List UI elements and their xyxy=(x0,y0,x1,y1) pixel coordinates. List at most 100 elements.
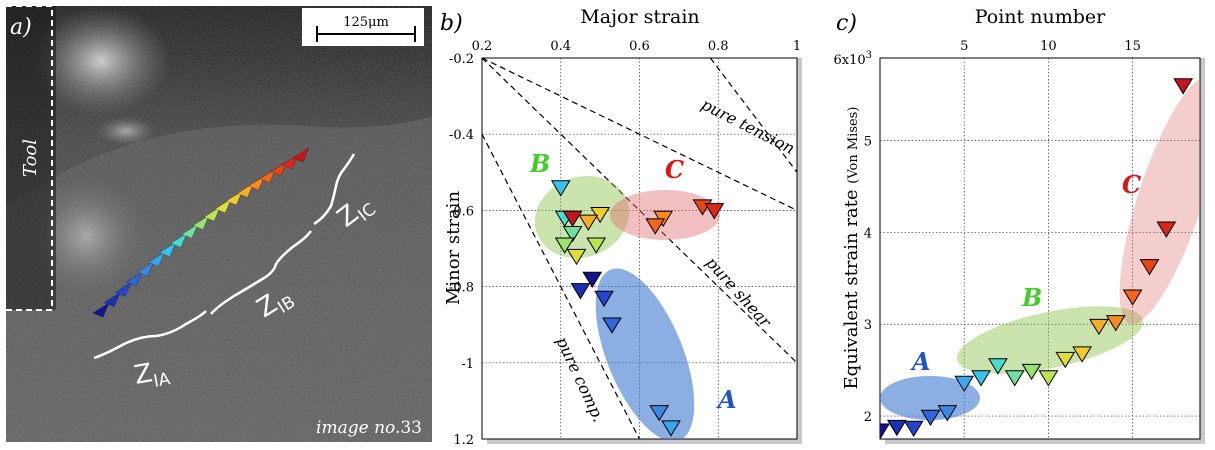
panel-c: 5 10 15 2 3 4 5 6x103 c) Point number Equivale… xyxy=(833,6,1205,444)
strain-point xyxy=(582,271,603,289)
strain-rate-point xyxy=(1004,370,1025,387)
strain-rate-point xyxy=(937,405,958,422)
strain-rate-point xyxy=(1105,315,1126,332)
y-tick-label: 2 xyxy=(864,410,872,425)
strain-rate-tick-labels: 2 3 4 5 6x103 xyxy=(833,50,872,425)
group-labels-b: A B C xyxy=(529,149,737,414)
x-tick-label: 5 xyxy=(960,39,968,54)
strain-rate-point xyxy=(988,358,1008,375)
x-tick-label: 15 xyxy=(1124,39,1141,54)
reference-line xyxy=(482,133,641,439)
image-number-label: image no.33 xyxy=(316,418,422,438)
strain-point xyxy=(562,210,583,228)
tracked-point xyxy=(236,182,255,198)
strain-rate-point xyxy=(1089,318,1109,336)
scale-bar-label: 125μm xyxy=(343,15,389,30)
tracked-point xyxy=(292,147,310,163)
tracked-point xyxy=(214,198,232,214)
y-tick-label: -1 xyxy=(461,357,474,372)
strain-point xyxy=(602,317,622,334)
zone-subscript: IA xyxy=(152,369,172,392)
tracked-point xyxy=(114,281,132,297)
x-tick-label: 10 xyxy=(1040,39,1057,54)
panel-b-label: b) xyxy=(440,11,463,36)
strain-rate-point xyxy=(971,370,991,387)
tracked-point xyxy=(159,241,177,258)
y-tick-label: 5 xyxy=(864,135,872,150)
tracked-point xyxy=(225,190,243,206)
tracked-point xyxy=(147,251,166,267)
strain-point xyxy=(586,237,607,254)
strain-rate-point xyxy=(903,420,924,438)
scale-bar-box xyxy=(302,8,424,46)
tracked-point xyxy=(125,271,143,287)
major-strain-tick-labels: 0.2 0.4 0.6 0.8 1 xyxy=(472,39,801,54)
group-a-region xyxy=(595,268,695,439)
tool-label: Tool xyxy=(20,139,41,177)
group-labels-c: A B C xyxy=(910,170,1141,376)
strain-rate-point xyxy=(886,419,907,437)
tracked-points xyxy=(92,147,310,318)
tracked-point xyxy=(103,291,121,308)
strain-point xyxy=(578,214,599,231)
tracked-point xyxy=(136,261,155,277)
microscope-panel: ZIA ZIB ZIC 125μm a) Tool image no.33 xyxy=(6,6,432,442)
strain-point xyxy=(570,283,591,300)
panel-c-label: c) xyxy=(836,11,857,36)
x-tick-label: 0.6 xyxy=(629,39,650,54)
group-label-b: B xyxy=(1021,283,1042,312)
strain-point xyxy=(649,405,670,422)
group-a-region-c xyxy=(880,376,980,420)
group-label-a: A xyxy=(910,347,931,376)
microscope-image: ZIA ZIB ZIC 125μm a) Tool image no.33 xyxy=(6,6,432,442)
x-tick-label: 0.4 xyxy=(550,39,571,54)
strain-point xyxy=(645,218,666,235)
tracked-point xyxy=(259,168,277,184)
strain-rate-point xyxy=(1072,346,1092,363)
tracked-point xyxy=(203,206,221,222)
strain-rate-point xyxy=(1021,363,1042,381)
strain-points xyxy=(550,180,725,437)
tracked-point xyxy=(181,223,199,239)
strain-rate-point xyxy=(1173,78,1194,95)
y-tick-label: 3 xyxy=(864,318,872,333)
strain-rate-point xyxy=(920,409,941,427)
group-label-c: C xyxy=(665,155,684,184)
major-strain-title: Major strain xyxy=(580,6,699,28)
tracked-point xyxy=(192,214,210,230)
y-tick-label: -0.4 xyxy=(449,128,474,143)
strain-point xyxy=(704,203,725,220)
strain-rate-point xyxy=(1156,221,1177,238)
strain-rate-points xyxy=(880,78,1194,439)
strain-point xyxy=(661,420,681,437)
x-tick-label: 0.8 xyxy=(708,39,729,54)
y-tick-label: -0.2 xyxy=(449,52,474,67)
strain-rate-point xyxy=(1139,259,1160,276)
tracked-point xyxy=(170,232,188,248)
tracked-point xyxy=(281,154,299,170)
point-number-title: Point number xyxy=(975,6,1106,28)
x-tick-label: 1 xyxy=(793,39,801,54)
strain-rate-point xyxy=(1038,370,1059,387)
tracked-point xyxy=(270,161,288,177)
group-label-a: A xyxy=(716,385,737,414)
y-tick-label: 1.2 xyxy=(453,433,474,448)
y-tick-label: 4 xyxy=(864,226,872,241)
strain-rate-point xyxy=(1055,351,1076,369)
minor-strain-axis-label: Minor strain xyxy=(443,191,464,306)
group-label-b: B xyxy=(529,149,550,178)
reference-lines xyxy=(482,58,797,439)
tracked-point xyxy=(247,175,266,191)
y-tick-label: -0.6 xyxy=(449,204,474,219)
strain-point xyxy=(594,290,614,308)
strain-rate-point xyxy=(1122,289,1143,306)
panel-b: 0.2 0.4 0.6 0.8 1 -0.2-0.4-0.6-0.8-11.2 pure… xyxy=(440,6,802,448)
panel-a-label: a) xyxy=(10,15,32,40)
strain-point xyxy=(554,237,575,254)
x-tick-label: 0.2 xyxy=(472,39,493,54)
minor-strain-tick-labels: -0.2 -0.4 -0.6 -0.8 -1 1.2 xyxy=(449,52,474,448)
reference-line xyxy=(482,58,797,364)
strain-point xyxy=(566,248,587,266)
y-top-label: 6x103 xyxy=(833,50,872,68)
